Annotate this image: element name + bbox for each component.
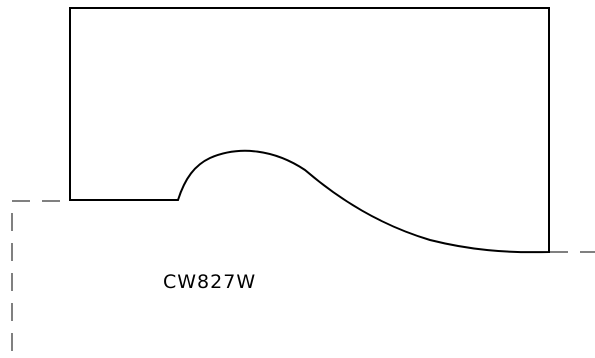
part-code-label: CW827W [163, 271, 256, 293]
wall-reference-line [11, 200, 60, 358]
molding-profile-outline [69, 7, 550, 254]
